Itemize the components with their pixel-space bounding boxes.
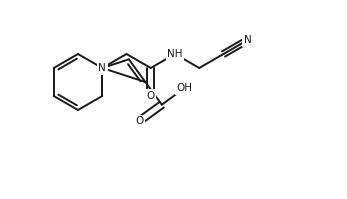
Text: O: O xyxy=(135,116,143,126)
Text: NH: NH xyxy=(167,49,183,59)
Text: O: O xyxy=(147,91,155,101)
Text: N: N xyxy=(244,35,252,45)
Text: OH: OH xyxy=(176,83,193,93)
Text: N: N xyxy=(98,63,106,73)
